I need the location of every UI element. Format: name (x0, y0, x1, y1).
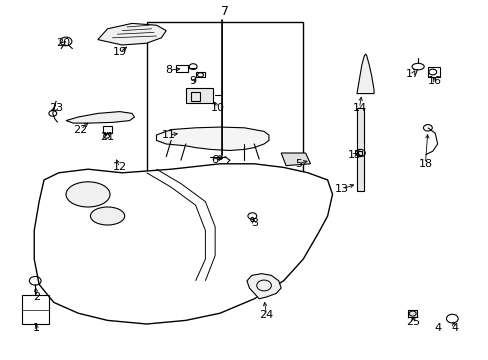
Polygon shape (281, 153, 310, 166)
Text: 6: 6 (211, 155, 218, 165)
Bar (146, 22, 303, 180)
Text: 1: 1 (33, 323, 40, 333)
Text: 12: 12 (113, 162, 126, 172)
Text: 16: 16 (427, 76, 441, 86)
Text: 25: 25 (406, 317, 419, 327)
Text: 4: 4 (450, 323, 457, 333)
Bar (176, 65, 188, 72)
Text: 18: 18 (418, 159, 431, 169)
Text: 3: 3 (250, 218, 257, 228)
Text: 13: 13 (335, 184, 348, 194)
Ellipse shape (66, 182, 110, 207)
Polygon shape (156, 127, 268, 150)
Text: 24: 24 (259, 310, 273, 320)
Text: 23: 23 (49, 103, 63, 113)
Bar (102, 126, 112, 133)
Text: 2: 2 (33, 292, 40, 302)
Polygon shape (246, 274, 281, 299)
Ellipse shape (90, 207, 124, 225)
Text: 21: 21 (101, 132, 114, 142)
Text: 11: 11 (162, 130, 175, 140)
Text: 10: 10 (210, 103, 224, 113)
Text: 17: 17 (406, 69, 419, 79)
Text: 15: 15 (347, 150, 361, 160)
Text: 7: 7 (221, 5, 228, 18)
Text: 20: 20 (57, 38, 70, 48)
Bar (358, 151, 362, 155)
Polygon shape (66, 112, 134, 123)
Bar (22, 295, 49, 324)
Text: 19: 19 (113, 47, 126, 57)
Bar (185, 88, 212, 103)
Text: 22: 22 (73, 125, 88, 135)
Bar (190, 92, 200, 101)
Text: 5: 5 (294, 159, 301, 169)
Polygon shape (98, 23, 166, 45)
Text: 9: 9 (189, 76, 196, 86)
Bar (195, 72, 205, 77)
Bar (407, 310, 416, 317)
PathPatch shape (34, 164, 332, 324)
Text: 14: 14 (352, 103, 366, 113)
Bar (427, 67, 439, 77)
Polygon shape (356, 54, 373, 94)
Text: 4: 4 (433, 323, 440, 333)
Bar (356, 108, 364, 191)
Text: 8: 8 (165, 65, 172, 75)
